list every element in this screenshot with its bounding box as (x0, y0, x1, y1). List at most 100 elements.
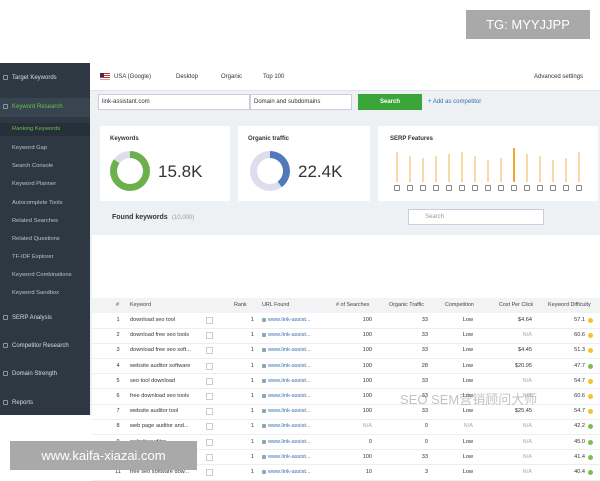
competition: Low (462, 377, 473, 384)
lock-icon (262, 363, 266, 368)
keyword: download free seo soft... (130, 347, 191, 354)
keyword: website auditor tool (130, 408, 179, 415)
lock-icon (262, 394, 266, 398)
competition: Low (462, 453, 473, 460)
keyword: seo tool download (130, 377, 176, 384)
cpc: N/A (522, 423, 532, 430)
feature-bar (435, 156, 437, 182)
rank: 1 (250, 362, 254, 369)
nav-item[interactable]: Competitor Research (12, 343, 69, 349)
nav-item[interactable]: Keyword Planner (12, 181, 57, 187)
section-title: Found keywords (112, 214, 168, 221)
lock-icon (262, 439, 266, 444)
app: Target Keywords Keyword Research Ranking K… (0, 63, 600, 415)
lock-icon (262, 454, 266, 459)
feature-icon (524, 185, 530, 191)
row-border (92, 449, 600, 451)
feature-icon (498, 185, 504, 191)
feature-bar (396, 152, 398, 182)
nav-icon (3, 104, 8, 109)
competition: Low (462, 362, 473, 369)
nav-item[interactable]: Related Searches (12, 218, 59, 224)
column-header: URL Found (262, 302, 290, 308)
row-number: 6 (116, 393, 120, 399)
watermark-top: TG: MYYJJPP (466, 10, 590, 39)
nav-item[interactable]: TF-IDF Explorer (12, 254, 54, 260)
nav-item[interactable]: Keyword Gap (12, 145, 48, 151)
filter-dropdown[interactable]: Desktop (176, 74, 199, 80)
feature-bar (578, 152, 580, 182)
rank: 1 (250, 469, 254, 475)
feature-bar (552, 160, 554, 182)
nav-icon (3, 75, 8, 80)
traffic: 0 (424, 438, 428, 445)
card-title: Keywords (110, 136, 139, 142)
nav-item[interactable]: Related Questions (12, 236, 60, 242)
nav-item[interactable]: Target Keywords (12, 75, 57, 81)
cpc: $20.95 (514, 362, 532, 369)
feature-icon (459, 185, 465, 191)
nav-item[interactable]: Search Console (12, 163, 54, 169)
cpc: N/A (522, 453, 532, 460)
searches: 100 (362, 393, 372, 399)
keyword: free download seo tools (130, 393, 190, 399)
difficulty: 45.0 (574, 438, 585, 445)
watermark-bottom: www.kaifa-xiazai.com (10, 441, 197, 470)
advanced-settings[interactable]: Advanced settings (534, 74, 584, 80)
difficulty-dot (588, 348, 593, 354)
table-search[interactable]: Search (408, 209, 544, 225)
column-header: Competition (445, 302, 474, 308)
table: # Keyword Rank URL Found # of Searches Organi… (92, 298, 600, 481)
lock-icon (262, 378, 266, 383)
scope-select[interactable]: Domain and subdomains (250, 94, 352, 110)
nav-item[interactable]: Autocomplete Tools (12, 200, 63, 206)
rank: 1 (250, 408, 254, 415)
add-icon (206, 377, 213, 385)
rank: 1 (250, 347, 254, 354)
cpc: $25.45 (514, 408, 532, 415)
traffic: 33 (421, 453, 428, 460)
nav-item[interactable]: SERP Analysis (12, 315, 52, 321)
feature-bar (448, 154, 450, 182)
feature-icon (550, 185, 556, 191)
url: www.link-assist... (268, 453, 311, 460)
keyword: web page auditor and... (130, 423, 189, 430)
feature-icon (563, 185, 569, 191)
feature-icon (394, 185, 400, 191)
nav-item[interactable]: Keyword Sandbox (12, 290, 60, 296)
nav-item[interactable]: Keyword Research (12, 104, 63, 110)
nav-item[interactable]: Keyword Combinations (12, 272, 72, 278)
filter-dropdown[interactable]: Organic (221, 74, 243, 80)
card: Organic traffic 22.4K (238, 126, 370, 201)
difficulty: 41.4 (574, 453, 585, 460)
row-number: 3 (116, 347, 120, 354)
nav-item[interactable]: Ranking Keywords (12, 126, 61, 132)
rank: 1 (250, 393, 254, 399)
search-button[interactable]: Search (358, 94, 422, 110)
lock-icon (262, 333, 266, 338)
nav-item[interactable]: Domain Strength (12, 371, 58, 377)
add-icon (206, 317, 213, 324)
difficulty-dot (588, 439, 593, 445)
difficulty-dot (588, 409, 593, 415)
lock-icon (262, 409, 266, 414)
rank: 1 (250, 377, 254, 384)
traffic: 33 (421, 408, 428, 415)
searches: 100 (362, 408, 372, 415)
difficulty: 42.2 (574, 423, 585, 430)
cpc: $4.64 (518, 317, 532, 323)
feature-bar (422, 158, 424, 182)
cpc: N/A (522, 393, 532, 399)
search-input[interactable]: link-assistant.com (98, 94, 250, 110)
row-number: 8 (116, 423, 120, 430)
feature-bar (500, 158, 502, 182)
filter-dropdown[interactable]: Top 100 (263, 74, 285, 80)
competition: Low (462, 408, 473, 415)
card-title: Organic traffic (248, 136, 290, 142)
row-number: 7 (116, 408, 120, 415)
filter-dropdown[interactable]: USA (Google) (114, 74, 152, 80)
nav-item[interactable]: Reports (12, 400, 34, 406)
url: www.link-assist... (268, 332, 311, 339)
keyword: website auditor software (130, 362, 191, 369)
add-competitor[interactable]: + Add as competitor (428, 99, 482, 105)
